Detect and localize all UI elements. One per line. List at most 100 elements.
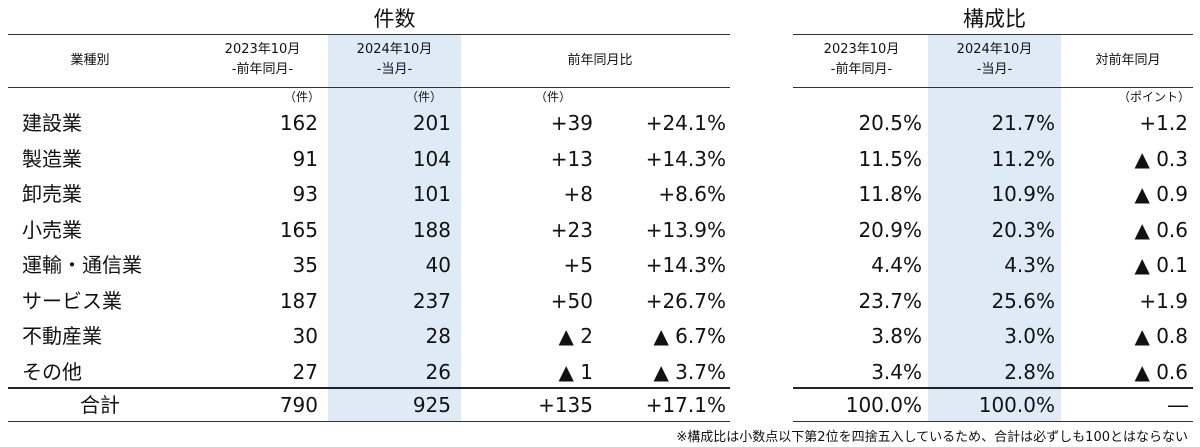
row-ratio-diff: ▲ 0.9	[1134, 182, 1188, 206]
row-diff: ▲ 1	[558, 359, 593, 384]
header-top-rule-right	[793, 34, 1193, 35]
current-month-shade-ratio	[928, 34, 1061, 421]
unit-prev: （件）	[283, 90, 320, 104]
count-section-title: 件数	[373, 7, 416, 31]
row-ratio-curr: 21.7%	[991, 111, 1055, 135]
table-row: 不動産業 30 28 ▲ 2 ▲ 6.7% 3.8% 3.0% ▲ 0.8	[0, 319, 1200, 354]
total-top-rule-right	[793, 387, 1193, 389]
total-ratio-diff: ―	[1168, 393, 1188, 417]
ratio-section-title: 構成比	[963, 7, 1026, 31]
row-category: 卸売業	[22, 182, 82, 206]
row-category: 製造業	[22, 146, 82, 171]
header-ratio-curr-line2: -当月-	[976, 62, 1013, 77]
row-diff: +8	[563, 182, 593, 206]
row-curr: 188	[412, 217, 451, 242]
row-ratio-curr: 2.8%	[1004, 359, 1055, 384]
unit-curr: （件）	[405, 90, 442, 104]
row-ratio-curr: 11.2%	[991, 146, 1055, 171]
row-ratio-diff: ▲ 0.1	[1134, 253, 1188, 277]
row-ratio-curr: 10.9%	[991, 182, 1055, 206]
row-curr: 201	[412, 111, 451, 135]
row-pct: +26.7%	[645, 288, 726, 313]
table-row: 運輸・通信業 35 40 +5 +14.3% 4.4% 4.3% ▲ 0.1	[0, 248, 1200, 283]
row-ratio-prev: 20.5%	[858, 111, 922, 135]
unit-points: （ポイント）	[1117, 90, 1190, 104]
row-diff: +5	[563, 253, 593, 277]
total-bottom-rule-right	[793, 421, 1193, 422]
row-ratio-diff: +1.2	[1139, 111, 1188, 135]
row-prev: 30	[292, 324, 318, 348]
row-prev: 187	[279, 288, 318, 313]
header-curr-period-line1: 2024年10月	[356, 42, 433, 57]
row-curr: 101	[412, 182, 451, 206]
row-category: サービス業	[22, 288, 122, 313]
row-pct: ▲ 6.7%	[653, 324, 726, 348]
row-diff: +13	[550, 146, 593, 171]
row-ratio-prev: 4.4%	[871, 253, 922, 277]
row-prev: 35	[292, 253, 318, 277]
header-ratio-curr-line1: 2024年10月	[956, 42, 1033, 57]
row-ratio-prev: 3.4%	[871, 359, 922, 384]
total-label: 合計	[80, 393, 120, 417]
row-category: その他	[22, 359, 82, 384]
total-curr: 925	[412, 393, 451, 417]
row-category: 建設業	[22, 111, 82, 135]
row-pct: +8.6%	[658, 182, 726, 206]
row-diff: +23	[550, 217, 593, 242]
row-pct: +14.3%	[645, 146, 726, 171]
row-ratio-curr: 25.6%	[991, 288, 1055, 313]
row-prev: 165	[279, 217, 318, 242]
row-pct: +24.1%	[645, 111, 726, 135]
row-category: 運輸・通信業	[22, 253, 142, 277]
total-diff: +135	[538, 393, 593, 417]
table-row: その他 27 26 ▲ 1 ▲ 3.7% 3.4% 2.8% ▲ 0.6	[0, 355, 1200, 390]
header-curr-period: 2024年10月 -当月-	[328, 40, 461, 80]
row-ratio-diff: +1.9	[1139, 288, 1188, 313]
header-prev-period-line2: -前年同月-	[231, 62, 294, 77]
total-pct: +17.1%	[645, 393, 726, 417]
header-prev-period: 2023年10月 -前年同月-	[196, 40, 329, 80]
unit-diff: （件）	[534, 90, 571, 104]
footnote: ※構成比は小数点以下第2位を四捨五入しているため、合計は必ずしも100とはならな…	[676, 430, 1188, 445]
table-row: 小売業 165 188 +23 +13.9% 20.9% 20.3% ▲ 0.6	[0, 213, 1200, 248]
row-ratio-curr: 3.0%	[1004, 324, 1055, 348]
table-row: 製造業 91 104 +13 +14.3% 11.5% 11.2% ▲ 0.3	[0, 142, 1200, 177]
total-bottom-rule-left	[8, 421, 730, 422]
row-curr: 26	[425, 359, 451, 384]
row-pct: ▲ 3.7%	[653, 359, 726, 384]
row-curr: 237	[412, 288, 451, 313]
row-category: 小売業	[22, 217, 82, 242]
row-ratio-prev: 23.7%	[858, 288, 922, 313]
row-category: 不動産業	[22, 324, 102, 348]
row-ratio-prev: 3.8%	[871, 324, 922, 348]
header-curr-period-line2: -当月-	[376, 62, 413, 77]
row-curr: 104	[412, 146, 451, 171]
current-month-shade-count	[328, 34, 461, 421]
header-category: 業種別	[70, 53, 110, 68]
row-diff: +39	[550, 111, 593, 135]
row-ratio-curr: 20.3%	[991, 217, 1055, 242]
total-top-rule-left	[8, 387, 730, 389]
header-ratio-prev-line2: -前年同月-	[830, 62, 893, 77]
row-prev: 91	[292, 146, 318, 171]
row-ratio-prev: 11.5%	[858, 146, 922, 171]
header-ratio-prev-line1: 2023年10月	[823, 42, 900, 57]
row-ratio-diff: ▲ 0.6	[1134, 359, 1188, 384]
row-ratio-diff: ▲ 0.8	[1134, 324, 1188, 348]
table-row: サービス業 187 237 +50 +26.7% 23.7% 25.6% +1.9	[0, 284, 1200, 319]
row-diff: +50	[550, 288, 593, 313]
row-ratio-curr: 4.3%	[1004, 253, 1055, 277]
row-ratio-prev: 20.9%	[858, 217, 922, 242]
total-ratio-curr: 100.0%	[978, 393, 1055, 417]
row-curr: 28	[425, 324, 451, 348]
header-bottom-rule-left	[8, 87, 730, 88]
table-row: 建設業 162 201 +39 +24.1% 20.5% 21.7% +1.2	[0, 106, 1200, 141]
table-row: 卸売業 93 101 +8 +8.6% 11.8% 10.9% ▲ 0.9	[0, 177, 1200, 212]
row-ratio-prev: 11.8%	[858, 182, 922, 206]
header-bottom-rule-right	[793, 87, 1193, 88]
row-pct: +14.3%	[645, 253, 726, 277]
row-ratio-diff: ▲ 0.3	[1134, 146, 1188, 171]
total-ratio-prev: 100.0%	[845, 393, 922, 417]
row-pct: +13.9%	[645, 217, 726, 242]
row-prev: 162	[279, 111, 318, 135]
